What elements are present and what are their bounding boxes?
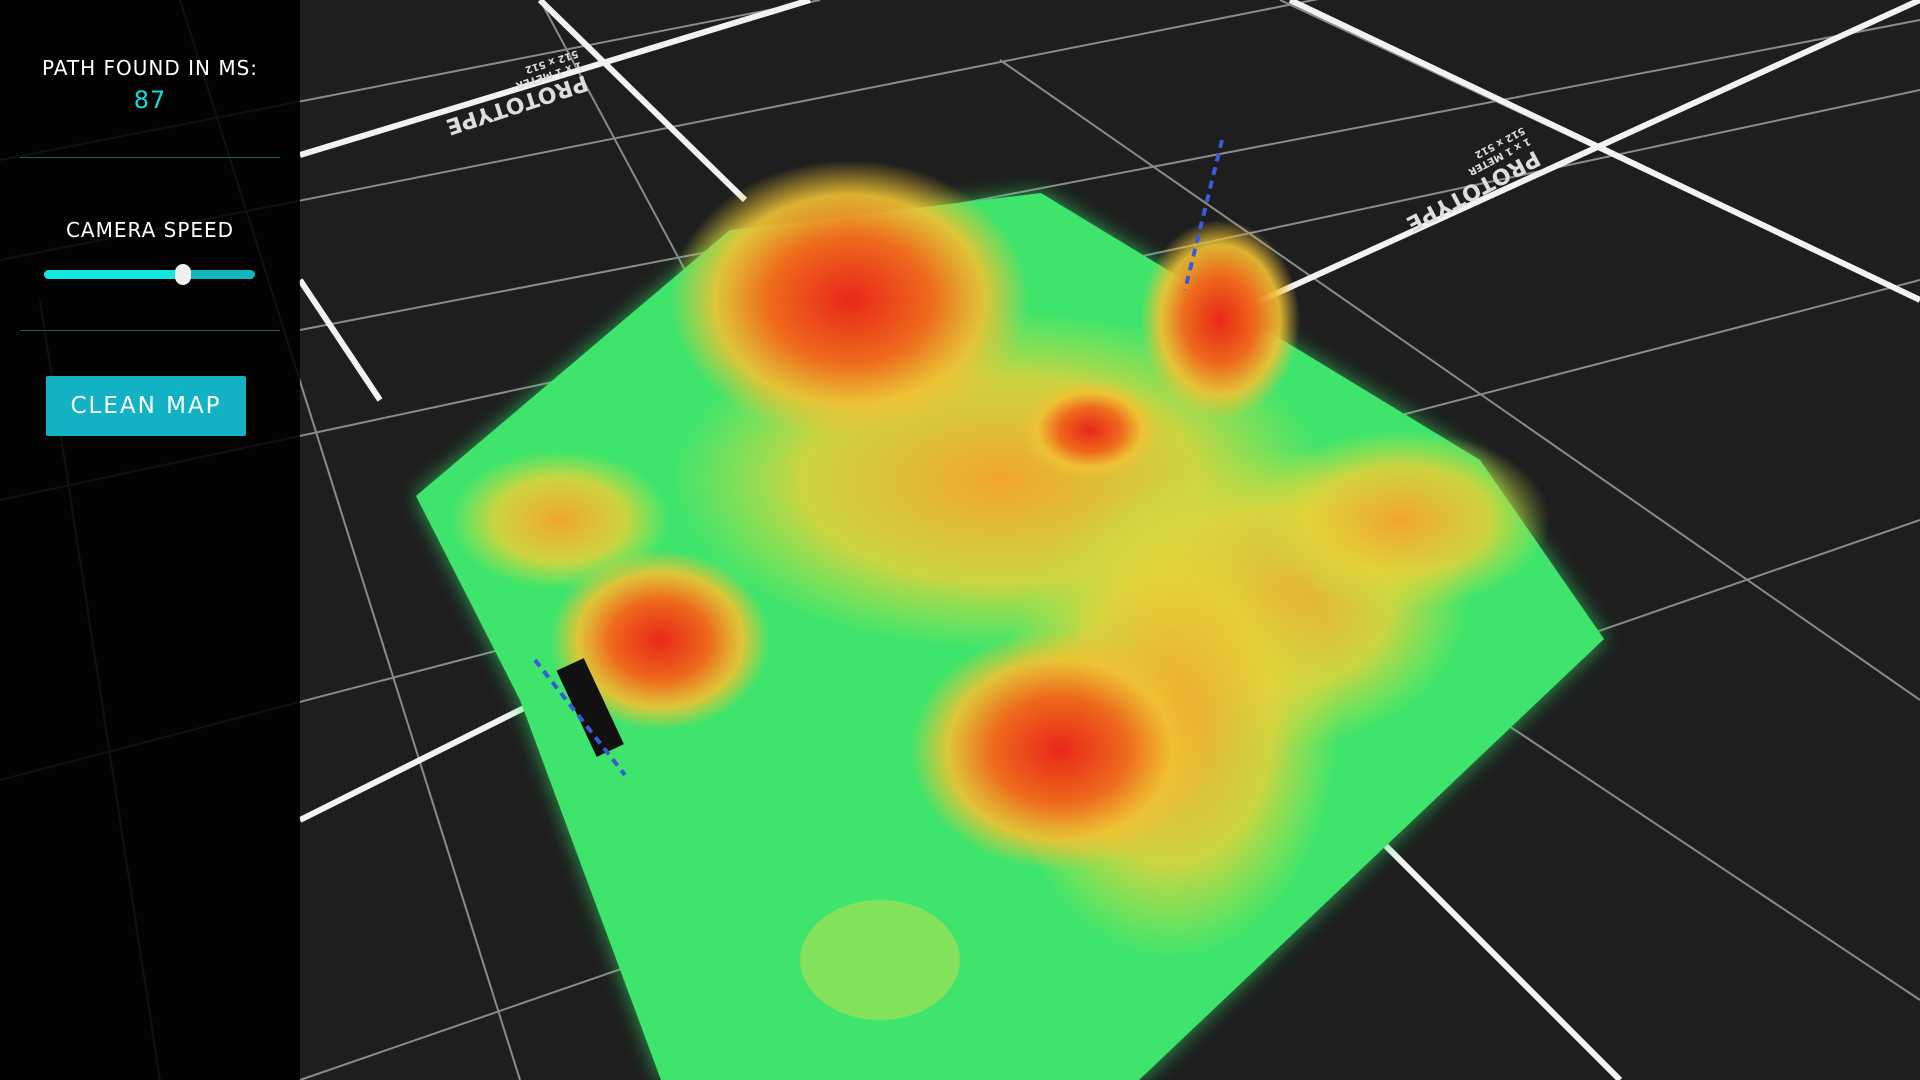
floor-major-lines [297, 0, 1920, 1080]
hud-panel: PATH FOUND IN MS: 87 CAMERA SPEED CLEAN … [0, 0, 300, 1080]
camera-speed-slider[interactable] [44, 264, 255, 285]
path-agent [533, 139, 1224, 777]
path-time-label: PATH FOUND IN MS: [41, 56, 259, 80]
path-time-value: 87 [133, 86, 167, 114]
camera-speed-label: CAMERA SPEED [65, 218, 235, 242]
voxel-terrain[interactable] [416, 160, 1604, 1080]
divider [20, 157, 280, 158]
clean-map-button[interactable]: CLEAN MAP [46, 376, 246, 436]
slider-fill [44, 270, 184, 279]
divider [20, 330, 280, 331]
slider-thumb[interactable] [175, 264, 192, 285]
